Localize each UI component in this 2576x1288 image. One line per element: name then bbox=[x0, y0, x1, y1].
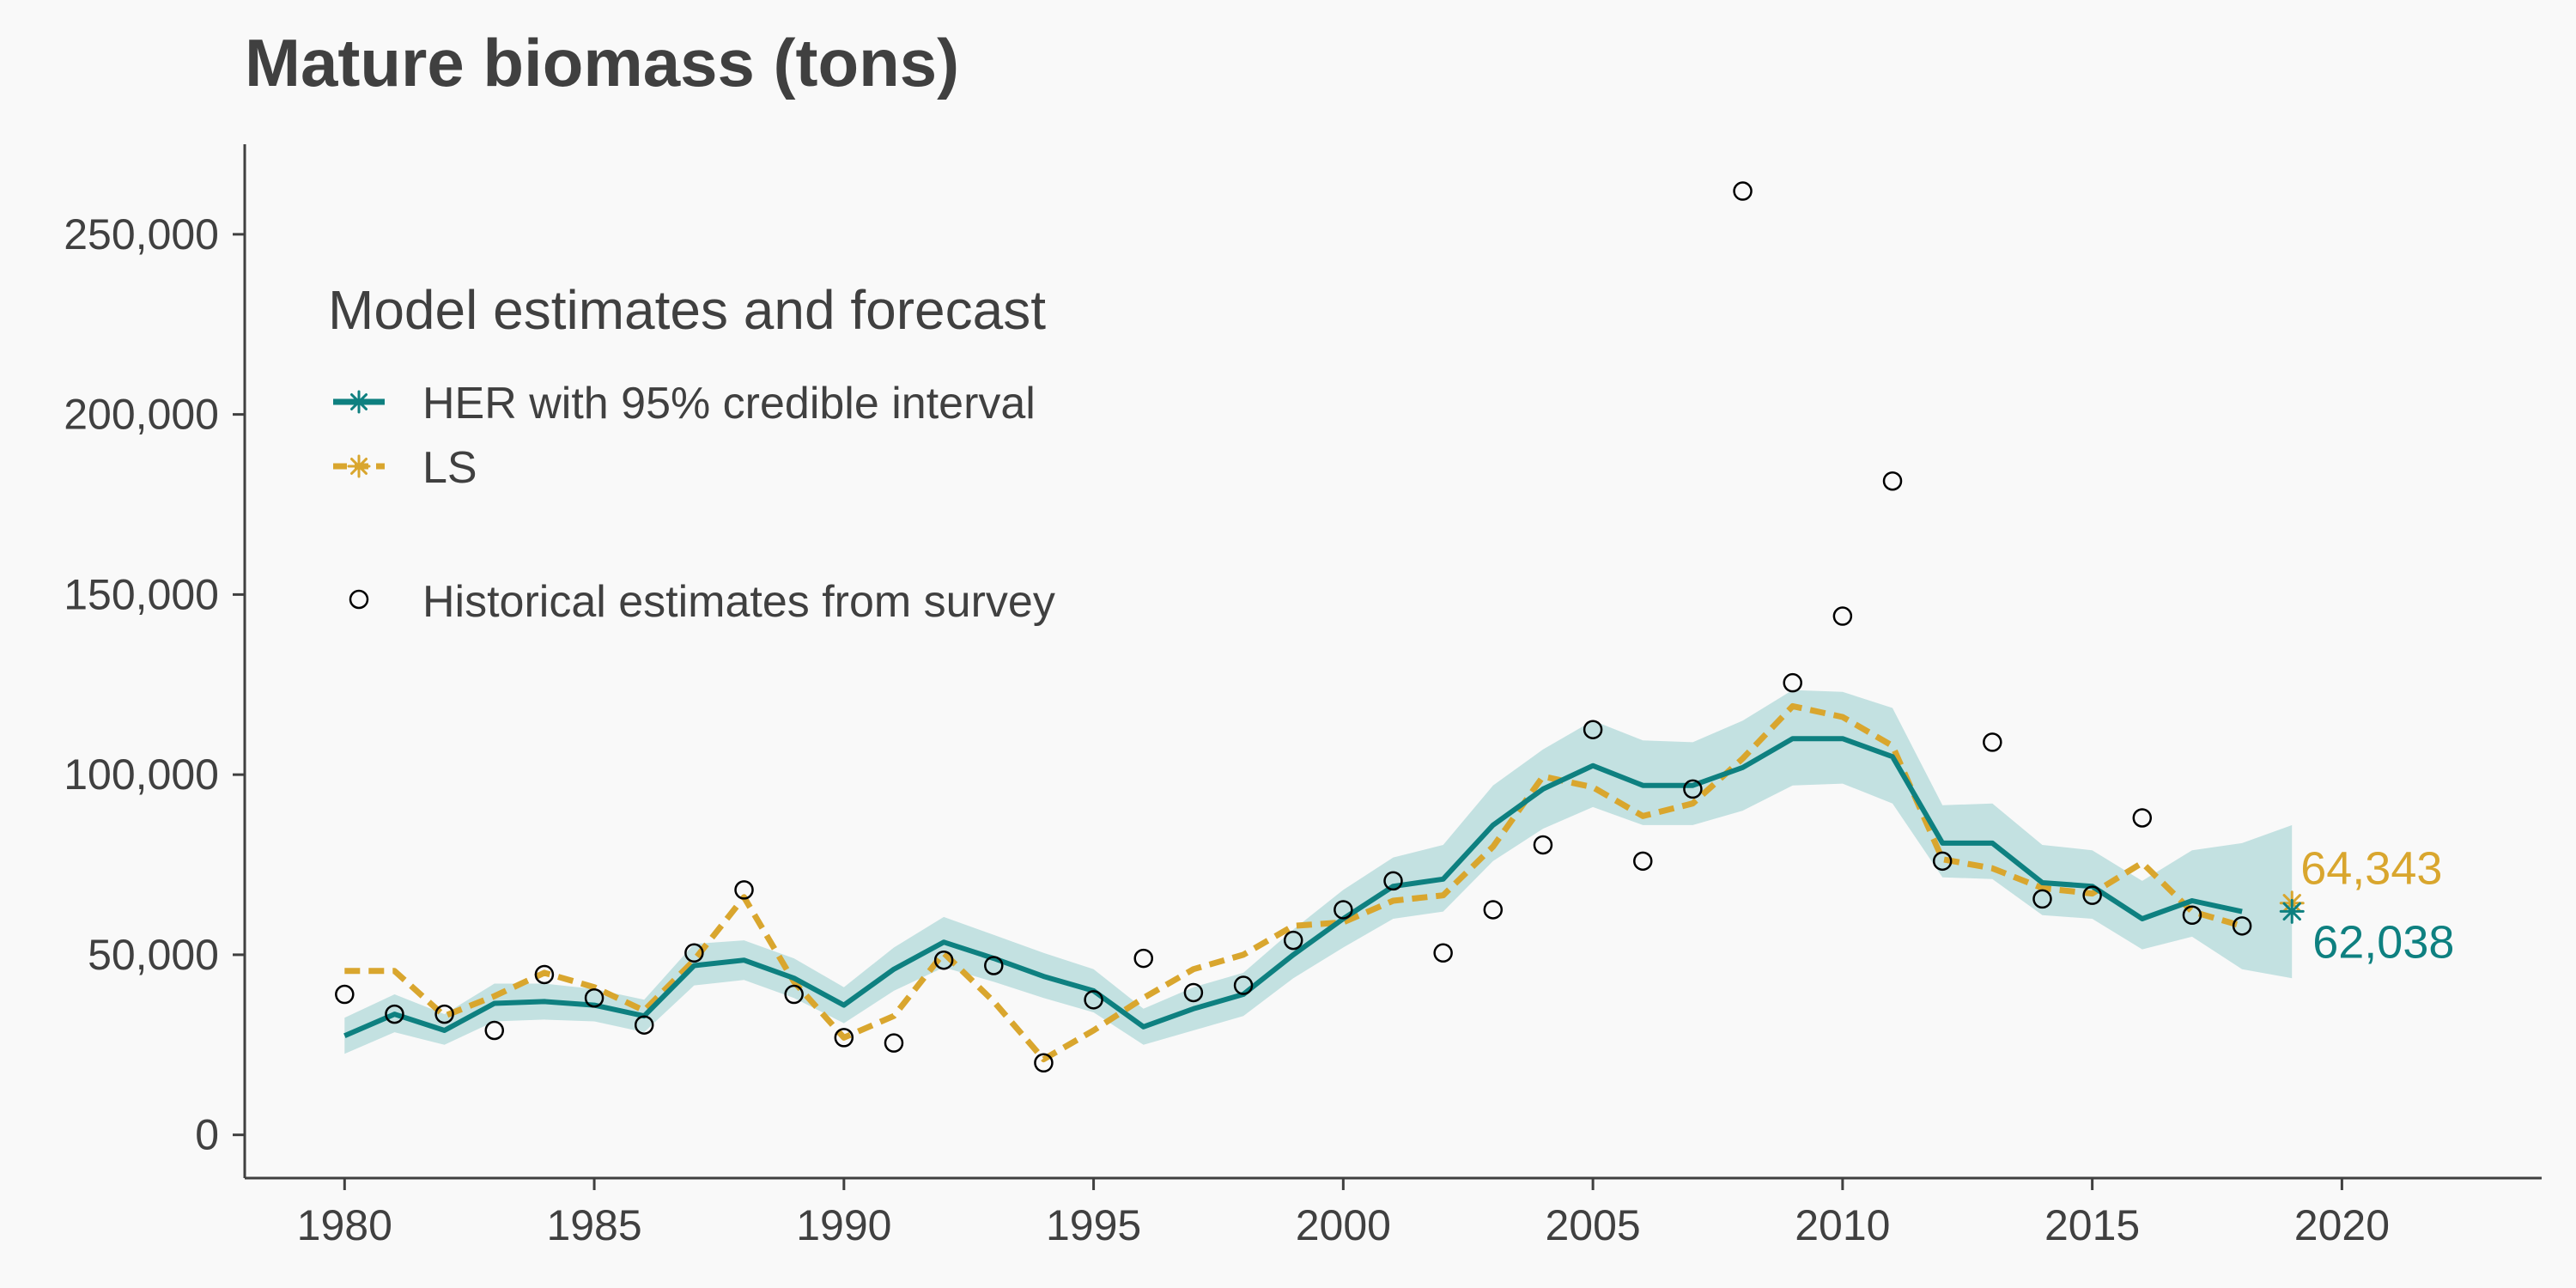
x-tick-label: 1985 bbox=[546, 1201, 641, 1249]
legend-title: Model estimates and forecast bbox=[328, 279, 1046, 341]
forecast-her-star bbox=[2279, 898, 2305, 924]
survey-point bbox=[984, 956, 1004, 975]
survey-point bbox=[434, 1004, 454, 1024]
survey-point bbox=[784, 984, 804, 1005]
survey-point bbox=[2082, 885, 2102, 905]
survey-point bbox=[534, 964, 555, 985]
survey-point bbox=[1483, 900, 1504, 920]
legend-survey-circle-icon bbox=[349, 589, 369, 610]
forecast-ls-label: 64,343 bbox=[2300, 843, 2442, 895]
survey-point bbox=[1882, 471, 1903, 491]
survey-point bbox=[2182, 905, 2202, 926]
survey-point bbox=[834, 1028, 854, 1048]
survey-point bbox=[1383, 871, 1403, 891]
axes: 0 50,000 100,000 150,000 200,000 250,000 1980… bbox=[64, 144, 2542, 1249]
plot-area: 64,343 62,038 bbox=[335, 181, 2454, 1073]
survey-point bbox=[684, 943, 704, 963]
survey-point bbox=[1932, 851, 1953, 872]
y-tick-label: 200,000 bbox=[64, 391, 219, 439]
x-tick-label: 1995 bbox=[1046, 1201, 1141, 1249]
x-tick-label: 2010 bbox=[1795, 1201, 1890, 1249]
legend-item-her: HER with 95% credible interval bbox=[333, 379, 1036, 428]
legend-item-survey: Historical estimates from survey bbox=[349, 577, 1055, 627]
survey-points bbox=[335, 181, 2252, 1073]
x-tick-label: 2000 bbox=[1296, 1201, 1391, 1249]
survey-point bbox=[385, 1004, 404, 1024]
y-tick-label: 0 bbox=[195, 1111, 219, 1159]
her-line bbox=[343, 736, 2243, 1039]
legend-her-star-icon bbox=[347, 390, 371, 414]
survey-point bbox=[1183, 982, 1204, 1003]
y-tick-label: 150,000 bbox=[64, 570, 219, 618]
survey-point bbox=[584, 987, 605, 1008]
legend-label-survey: Historical estimates from survey bbox=[422, 577, 1055, 627]
survey-point bbox=[2132, 808, 2153, 828]
y-tick-label: 250,000 bbox=[64, 210, 219, 258]
survey-point bbox=[1433, 943, 1453, 963]
forecast-her-label: 62,038 bbox=[2312, 916, 2454, 968]
survey-point bbox=[1233, 975, 1254, 995]
forecast-marks: 64,343 62,038 bbox=[2279, 843, 2454, 968]
survey-point bbox=[2032, 889, 2052, 909]
survey-point bbox=[484, 1020, 505, 1041]
survey-point bbox=[1733, 181, 1753, 201]
survey-point bbox=[1334, 900, 1353, 920]
legend-label-ls: LS bbox=[422, 443, 477, 493]
survey-point bbox=[884, 1033, 904, 1053]
survey-point bbox=[1683, 779, 1703, 799]
survey-point bbox=[1983, 732, 2002, 752]
her-credible-interval-band bbox=[344, 690, 2293, 1054]
legend-ls-star-mark bbox=[347, 454, 371, 478]
chart-title: Mature biomass (tons) bbox=[245, 25, 959, 100]
y-tick-label: 50,000 bbox=[88, 931, 219, 979]
x-tick-label: 1980 bbox=[297, 1201, 392, 1249]
survey-point bbox=[2232, 916, 2252, 936]
legend-ls-star-icon bbox=[347, 454, 371, 478]
x-tick-label: 2020 bbox=[2294, 1201, 2390, 1249]
survey-point bbox=[1084, 990, 1103, 1010]
survey-point bbox=[933, 950, 954, 970]
survey-point bbox=[734, 880, 754, 900]
survey-point bbox=[335, 984, 355, 1005]
survey-point bbox=[634, 1015, 654, 1035]
survey-point bbox=[1832, 606, 1853, 626]
legend-item-ls: LS bbox=[333, 443, 477, 493]
survey-point bbox=[1133, 948, 1153, 969]
legend-her-star-mark bbox=[347, 390, 371, 414]
x-tick-label: 2005 bbox=[1545, 1201, 1640, 1249]
x-tick-label: 1990 bbox=[796, 1201, 891, 1249]
survey-point bbox=[1583, 720, 1603, 739]
survey-point bbox=[1633, 851, 1653, 872]
ls-line bbox=[344, 702, 2244, 1063]
survey-point bbox=[1533, 835, 1553, 855]
x-tick-label: 2015 bbox=[2044, 1201, 2140, 1249]
y-ticks: 0 50,000 100,000 150,000 200,000 250,000 bbox=[64, 210, 245, 1159]
survey-point bbox=[1783, 672, 1802, 693]
survey-point bbox=[1283, 930, 1303, 951]
y-tick-label: 100,000 bbox=[64, 750, 219, 799]
legend: Model estimates and forecast HER with 95… bbox=[328, 279, 1055, 627]
survey-point bbox=[1034, 1053, 1054, 1073]
legend-label-her: HER with 95% credible interval bbox=[422, 379, 1036, 428]
x-ticks: 1980 1985 1990 1995 2000 2005 2010 2015 2020 bbox=[297, 1178, 2390, 1249]
